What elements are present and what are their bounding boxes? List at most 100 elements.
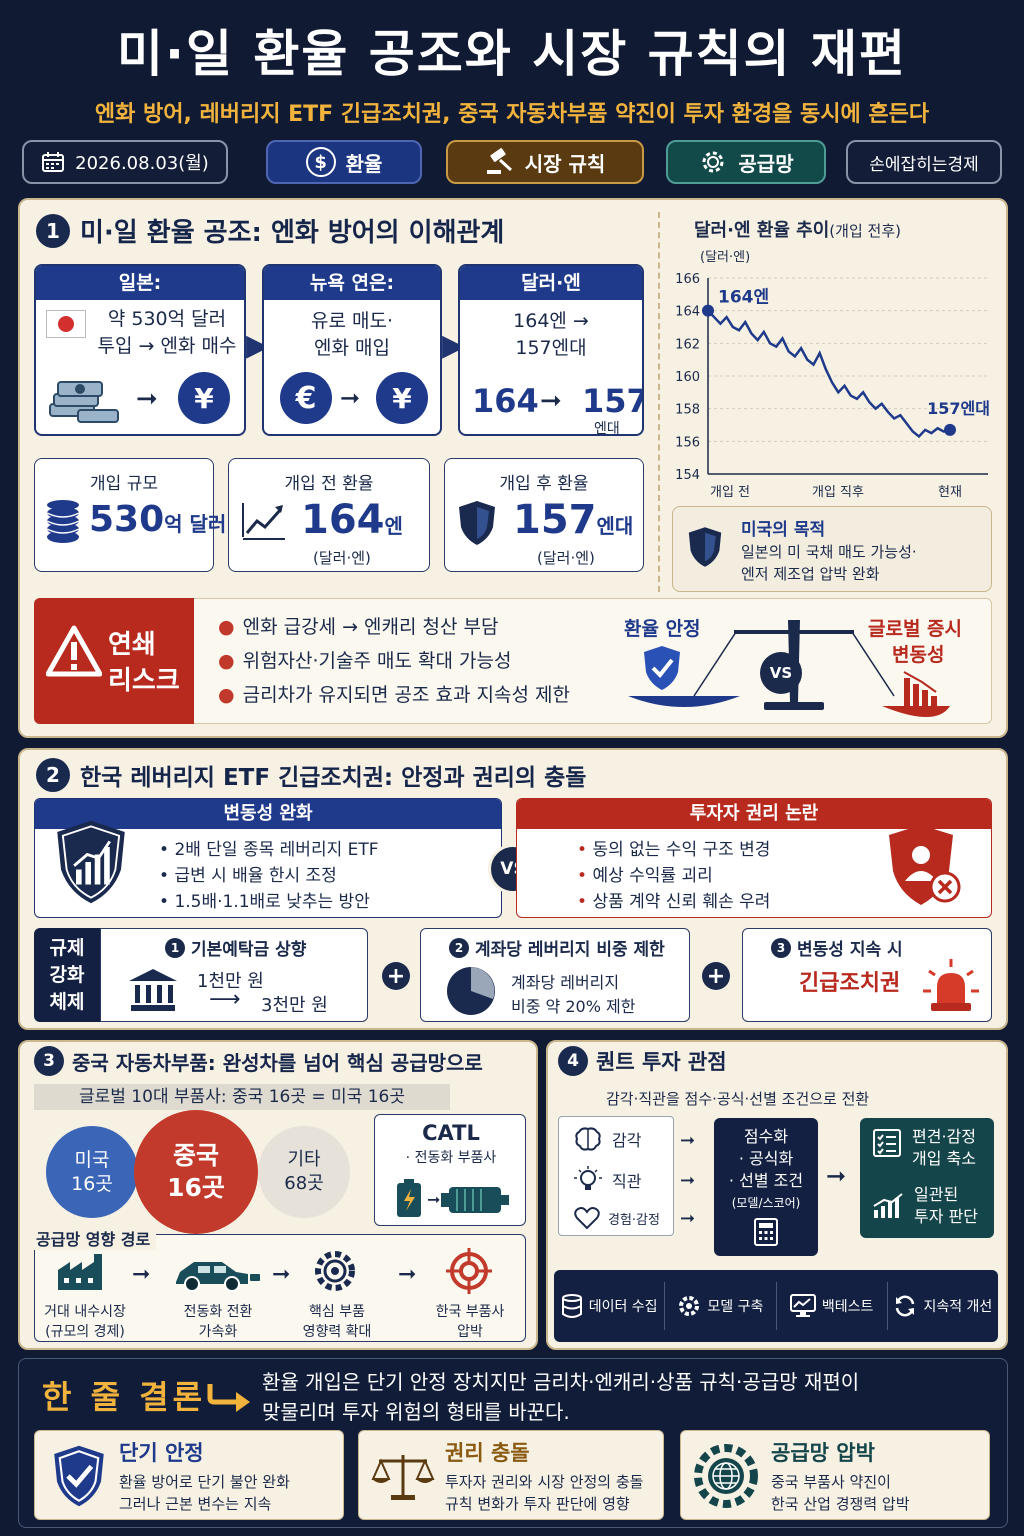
volatility-bullet-3: 1.5배·1.1배로 낮추는 방안	[174, 892, 370, 912]
japan-line2: 투입 → 엔화 매수	[97, 335, 237, 357]
step-backtest: 백테스트	[777, 1282, 888, 1330]
conclusion-card-3: 공급망 압박 중국 부품사 약진이 한국 산업 경쟁력 압박	[680, 1430, 990, 1520]
us-purpose-box: 미국의 목적 일본의 미 국채 매도 가능성· 엔저 제조업 압박 완화	[672, 506, 992, 592]
conclusion-line-1: 환율 개입은 단기 안정 장치지만 금리차·엔캐리·상품 규칙·공급망 재편이	[262, 1370, 860, 1394]
user-denied-shield-icon	[889, 825, 961, 905]
tag-rules-label: 시장 규칙	[524, 151, 606, 176]
item-2-number: 2	[449, 937, 469, 958]
path-step-1-line2: (규모의 경제)	[45, 1324, 125, 1340]
tag-fx[interactable]: $ 환율	[266, 140, 422, 184]
section-1-divider	[658, 212, 660, 592]
database-icon	[561, 1294, 582, 1318]
conclusion-card-2-title: 권리 충돌	[445, 1441, 530, 1465]
path-step-4-line1: 한국 부품사	[435, 1304, 505, 1320]
growth-shield-icon	[57, 820, 125, 904]
stat2-sub: (달러·엔)	[313, 549, 371, 567]
path-step-2-line1: 전동화 전환	[183, 1304, 253, 1320]
rights-bullet-3: 상품 계약 신뢰 훼손 우려	[592, 892, 771, 912]
arrow-icon: ⟶	[209, 987, 241, 1012]
arrow-icon: ➞	[826, 1162, 847, 1190]
card-nyfed-head: 뉴욕 연은:	[264, 266, 440, 300]
usdjpy-to: 157	[582, 382, 644, 420]
input-sense-label: 감각	[612, 1131, 642, 1150]
output-2-line1: 일관된	[914, 1185, 959, 1204]
path-step-1: 거대 내수시장 (규모의 경제)	[26, 1302, 144, 1342]
section-2-number: 2	[36, 758, 70, 792]
heart-icon	[574, 1207, 600, 1230]
tag-supply[interactable]: 공급망	[666, 140, 826, 184]
conclusion-card-3-title: 공급망 압박	[771, 1441, 875, 1465]
rights-bullet: • 상품 계약 신뢰 훼손 우려	[577, 892, 771, 912]
dollar-icon: $	[305, 147, 336, 177]
stat3-value: 157	[513, 497, 597, 543]
battery-motor-icon: ➞	[397, 1179, 509, 1217]
section-1-number: 1	[36, 213, 70, 248]
catl-name: CATL	[422, 1121, 480, 1145]
section-4-number: 4	[558, 1046, 588, 1076]
stat3-unit: 엔대	[596, 514, 634, 538]
us-count-value: 16곳	[71, 1173, 113, 1195]
usdjpy-line1: 164엔 →	[513, 310, 589, 332]
chart-title-text: 달러·엔 환율 추이	[694, 220, 830, 241]
model-line3: · 선별 조건	[728, 1171, 804, 1190]
risk-label-1: 연쇄	[108, 630, 156, 660]
chart-ylabel: (달러·엔)	[700, 250, 751, 265]
plus-icon: +	[382, 962, 410, 990]
end-data-label: 157엔대	[927, 399, 990, 418]
path-step-3: 핵심 부품 영향력 확대	[284, 1302, 390, 1342]
path-step-3-line1: 핵심 부품	[309, 1304, 365, 1320]
section-4-title-text: 퀀트 투자 관점	[596, 1050, 727, 1074]
siren-icon	[923, 959, 979, 1011]
item-3-number: 3	[771, 937, 791, 958]
conclusion-line-2: 맞물리며 투자 위험의 형태를 바꾼다.	[262, 1400, 570, 1424]
stat-rate-after: 개입 후 환율 157엔대 (달러·엔)	[444, 458, 644, 572]
checklist-icon	[873, 1129, 901, 1157]
risk-label-box: 연쇄 리스크	[34, 598, 194, 724]
y-tick-label: 158	[675, 403, 700, 418]
risk-bullet-3: 금리차가 유지되면 공조 효과 지속성 제한	[242, 684, 570, 706]
car-icon	[176, 1262, 260, 1292]
tag-rules[interactable]: 시장 규칙	[446, 140, 644, 184]
path-step-2-line2: 가속화	[198, 1324, 238, 1340]
svg-text:➞: ➞	[427, 1190, 440, 1209]
rights-bullet: • 동의 없는 수익 구조 변경	[577, 840, 771, 860]
us-purpose-line1: 일본의 미 국채 매도 가능성·	[741, 543, 917, 561]
input-sense: 감각	[574, 1126, 641, 1152]
risk-bullet: ● 금리차가 유지되면 공조 효과 지속성 제한	[218, 684, 570, 706]
etc-count-label: 기타	[287, 1149, 321, 1170]
x-tick-label: 개입 전	[710, 485, 750, 500]
balance-right-label-2: 변동성	[892, 644, 945, 666]
catl-desc: · 전동화 부품사	[405, 1150, 497, 1166]
item-1-title: 기본예탁금 상향	[191, 940, 307, 960]
warning-icon	[46, 625, 102, 677]
arrow-icon: ➞	[136, 384, 158, 414]
page-subtitle: 엔화 방어, 레버리지 ETF 긴급조치권, 중국 자동차부품 약진이 투자 환…	[94, 102, 930, 127]
regulation-item-1: 1 기본예탁금 상향 1천만 원 ⟶ 3천만 원	[100, 928, 368, 1022]
volatility-bullet: • 1.5배·1.1배로 낮추는 방안	[159, 892, 370, 912]
page-title: 미·일 환율 공조와 시장 규칙의 재편	[116, 25, 908, 83]
refresh-icon	[896, 1295, 915, 1317]
input-intuition: 직관	[574, 1166, 641, 1194]
etc-count-value: 68곳	[284, 1173, 324, 1194]
y-tick-label: 160	[675, 370, 700, 385]
start-data-label: 164엔	[718, 288, 769, 308]
scale-icon	[371, 1455, 435, 1500]
conclusion-card-3-line2: 한국 산업 경쟁력 압박	[771, 1495, 910, 1513]
regulation-item-3: 3 변동성 지속 시 긴급조치권	[742, 928, 992, 1022]
date-badge: 2026.08.03(월)	[22, 140, 228, 184]
system-line-1: 규제	[49, 936, 85, 959]
shield-icon	[688, 527, 722, 567]
balance-left-label: 환율 안정	[624, 618, 701, 640]
card-japan: 일본: 약 530억 달러 투입 → 엔화 매수 ➞ ¥	[34, 264, 246, 436]
path-step-4-line2: 압박	[457, 1324, 483, 1340]
catl-box: CATL · 전동화 부품사 ➞	[374, 1114, 526, 1226]
conclusion-card-3-line1: 중국 부품사 약진이	[771, 1473, 891, 1491]
y-tick-label: 162	[675, 337, 700, 352]
calculator-icon	[754, 1218, 778, 1246]
yen-icon: ¥	[376, 372, 428, 424]
growth-chart-icon	[873, 1193, 903, 1218]
chart-title: 달러·엔 환율 추이(개입 전후)	[694, 216, 901, 242]
